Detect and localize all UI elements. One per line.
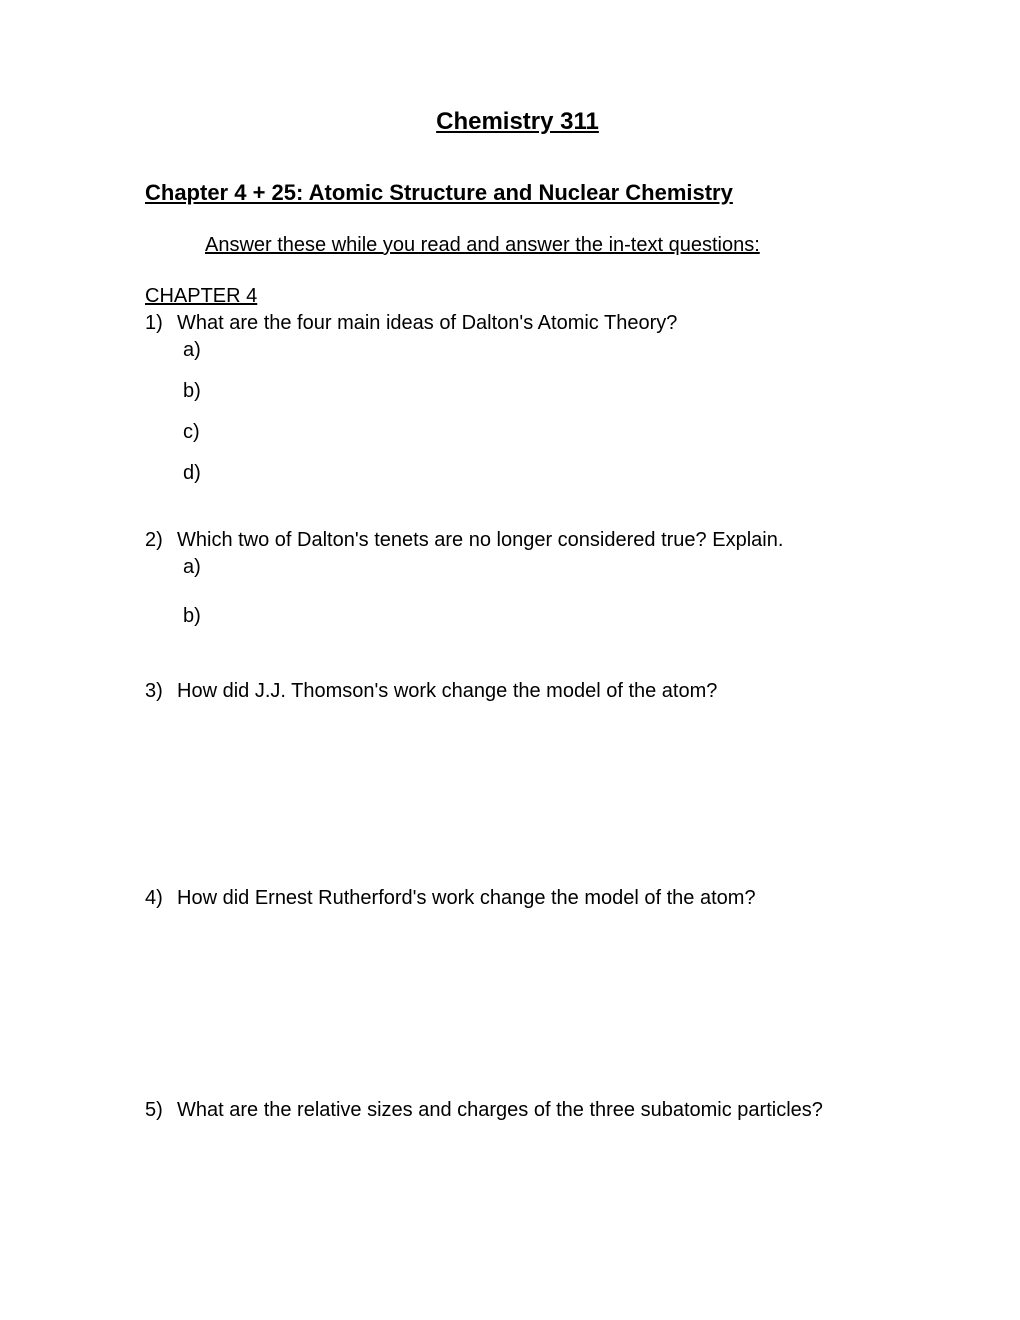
sub-item-c: c) [183, 421, 890, 444]
question-1: 1) What are the four main ideas of Dalto… [145, 312, 890, 335]
question-number: 2) [145, 529, 177, 552]
question-number: 4) [145, 887, 177, 910]
section-header: CHAPTER 4 [145, 285, 890, 308]
sub-item-b: b) [183, 605, 890, 628]
instructions-text: Answer these while you read and answer t… [205, 234, 890, 257]
sub-item-a: a) [183, 339, 890, 362]
sub-item-a: a) [183, 556, 890, 579]
question-text: What are the relative sizes and charges … [177, 1099, 823, 1122]
question-text: How did Ernest Rutherford's work change … [177, 887, 756, 910]
question-3: 3) How did J.J. Thomson's work change th… [145, 680, 890, 703]
sub-item-b: b) [183, 380, 890, 403]
question-text: Which two of Dalton's tenets are no long… [177, 529, 783, 552]
chapter-title: Chapter 4 + 25: Atomic Structure and Nuc… [145, 180, 890, 206]
sub-item-d: d) [183, 462, 890, 485]
question-4: 4) How did Ernest Rutherford's work chan… [145, 887, 890, 910]
question-text: What are the four main ideas of Dalton's… [177, 312, 677, 335]
question-number: 5) [145, 1099, 177, 1122]
page-title: Chemistry 311 [145, 108, 890, 136]
question-number: 1) [145, 312, 177, 335]
question-5: 5) What are the relative sizes and charg… [145, 1099, 890, 1122]
question-2: 2) Which two of Dalton's tenets are no l… [145, 529, 890, 552]
question-text: How did J.J. Thomson's work change the m… [177, 680, 717, 703]
question-number: 3) [145, 680, 177, 703]
